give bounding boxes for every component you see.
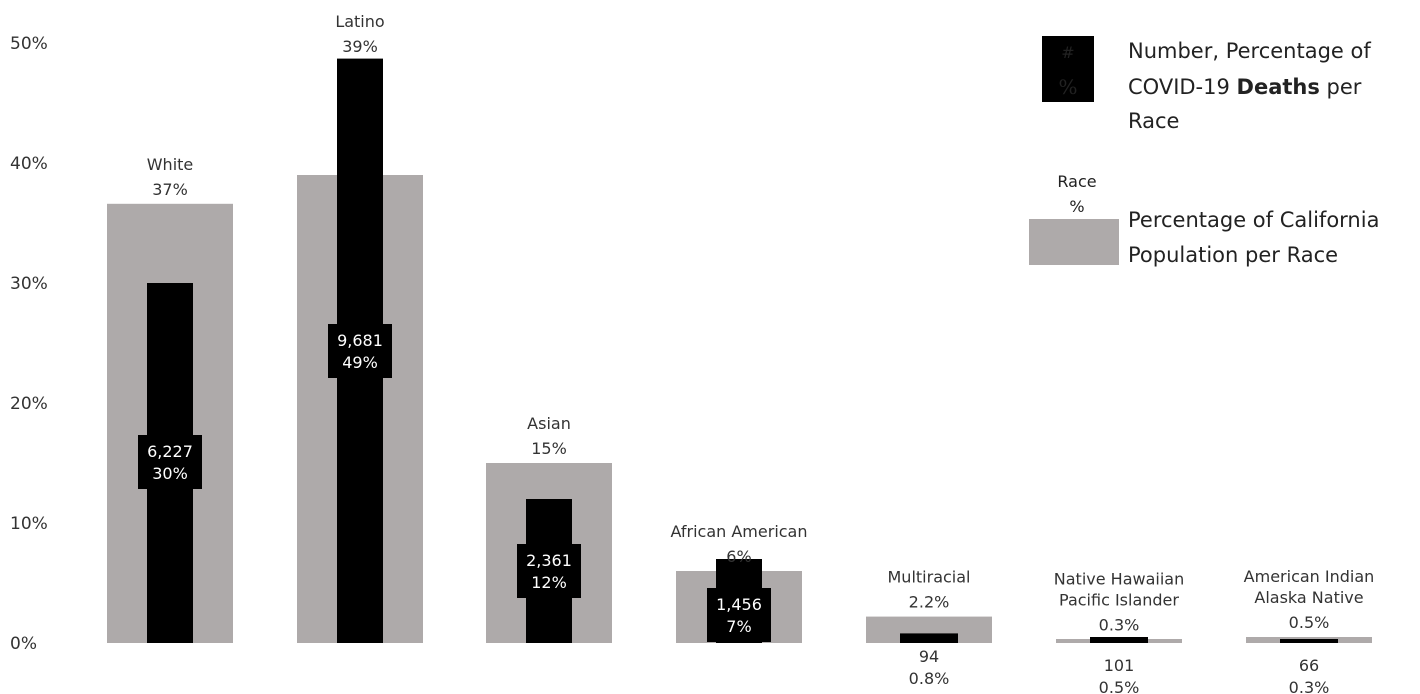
- population-label: 6%: [726, 547, 751, 566]
- deaths-percent-label: 0.5%: [1099, 678, 1140, 694]
- population-label: 15%: [531, 439, 567, 458]
- category-label: Multiracial: [888, 568, 971, 587]
- deaths-count-label: 101: [1104, 656, 1135, 675]
- population-label: 37%: [152, 180, 188, 199]
- deaths-count-label: 94: [919, 647, 939, 666]
- deaths-count-label: 9,681: [337, 331, 383, 350]
- deaths-percent-label: 12%: [531, 573, 567, 592]
- deaths-bar: [900, 633, 958, 643]
- population-label: 0.5%: [1289, 613, 1330, 632]
- legend-deaths-swatch: [1042, 36, 1094, 102]
- y-tick-label: 20%: [10, 394, 48, 414]
- deaths-percent-label: 49%: [342, 353, 378, 372]
- y-tick-label: 50%: [10, 34, 48, 54]
- legend-population-symbol: %: [1069, 197, 1084, 216]
- deaths-percent-label: 7%: [726, 617, 751, 636]
- population-label: 39%: [342, 37, 378, 56]
- deaths-count-label: 66: [1299, 656, 1319, 675]
- legend-population-swatch: [1029, 219, 1119, 265]
- y-tick-label: 40%: [10, 154, 48, 174]
- legend-population-text: Population per Race: [1128, 243, 1338, 267]
- deaths-percent-label: 30%: [152, 464, 188, 483]
- deaths-count-label: 1,456: [716, 595, 762, 614]
- deaths-bar: [1090, 637, 1148, 643]
- category-label: African American: [671, 522, 808, 541]
- legend-deaths-text: Number, Percentage of: [1128, 39, 1371, 63]
- category-label: Native Hawaiian: [1054, 569, 1184, 588]
- deaths-percent-label: 0.3%: [1289, 678, 1330, 694]
- legend-deaths-symbol: #: [1061, 43, 1074, 62]
- category-label: White: [147, 155, 194, 174]
- category-label: Alaska Native: [1254, 588, 1363, 607]
- y-tick-label: 0%: [10, 634, 37, 654]
- deaths-percent-label: 0.8%: [909, 669, 950, 688]
- population-label: 2.2%: [909, 593, 950, 612]
- category-label: Asian: [527, 414, 571, 433]
- deaths-label-box: [707, 588, 771, 642]
- legend-population-text: Percentage of California: [1128, 208, 1379, 232]
- category-label: Latino: [335, 12, 384, 31]
- deaths-bar: [1280, 639, 1338, 643]
- deaths-label-box: [138, 435, 202, 489]
- deaths-label-box: [517, 544, 581, 598]
- y-tick-label: 30%: [10, 274, 48, 294]
- population-label: 0.3%: [1099, 615, 1140, 634]
- legend-deaths-text: COVID-19 Deaths per: [1128, 75, 1362, 99]
- category-label: American Indian: [1244, 567, 1375, 586]
- deaths-count-label: 2,361: [526, 551, 572, 570]
- legend-population-symbol: Race: [1057, 172, 1096, 191]
- deaths-label-box: [328, 324, 392, 378]
- deaths-count-label: 6,227: [147, 442, 193, 461]
- legend-deaths-text: Race: [1128, 109, 1179, 133]
- legend-deaths-symbol: %: [1058, 75, 1077, 99]
- y-tick-label: 10%: [10, 514, 48, 534]
- category-label: Pacific Islander: [1059, 590, 1179, 609]
